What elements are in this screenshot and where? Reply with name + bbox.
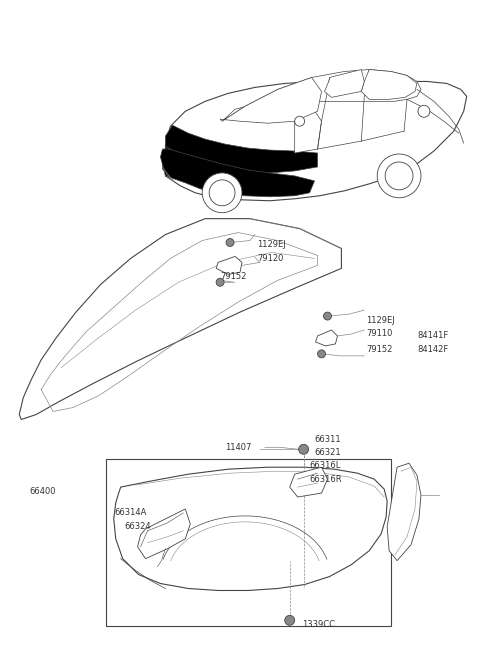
Text: 66400: 66400 bbox=[29, 486, 56, 496]
Circle shape bbox=[209, 180, 235, 206]
Text: 1339CC: 1339CC bbox=[301, 620, 335, 629]
Text: 66311: 66311 bbox=[314, 435, 341, 444]
Polygon shape bbox=[315, 330, 337, 346]
Text: 79152: 79152 bbox=[366, 345, 393, 354]
Polygon shape bbox=[138, 509, 190, 558]
Circle shape bbox=[295, 116, 305, 126]
Text: 79152: 79152 bbox=[220, 272, 247, 280]
Text: 66316L: 66316L bbox=[310, 461, 341, 470]
Circle shape bbox=[324, 312, 332, 320]
Polygon shape bbox=[166, 125, 318, 173]
Circle shape bbox=[299, 444, 309, 454]
Polygon shape bbox=[19, 218, 341, 420]
Polygon shape bbox=[222, 69, 421, 121]
Polygon shape bbox=[290, 467, 327, 497]
Text: 1129EJ: 1129EJ bbox=[366, 315, 395, 325]
Polygon shape bbox=[324, 69, 364, 98]
Bar bbox=[106, 459, 391, 626]
Circle shape bbox=[385, 162, 413, 190]
Text: 66316R: 66316R bbox=[310, 475, 342, 484]
Polygon shape bbox=[166, 81, 467, 201]
Polygon shape bbox=[160, 149, 314, 197]
Polygon shape bbox=[216, 257, 242, 275]
Text: 84142F: 84142F bbox=[417, 345, 448, 354]
Text: 79110: 79110 bbox=[366, 329, 393, 339]
Polygon shape bbox=[114, 467, 387, 591]
Polygon shape bbox=[162, 146, 195, 177]
Text: 11407: 11407 bbox=[225, 443, 252, 452]
Text: 66314A: 66314A bbox=[115, 508, 147, 517]
Text: 66324: 66324 bbox=[125, 522, 151, 531]
Text: 84141F: 84141F bbox=[417, 331, 448, 341]
Circle shape bbox=[318, 350, 325, 358]
Polygon shape bbox=[285, 102, 322, 153]
Text: 79120: 79120 bbox=[257, 254, 283, 263]
Circle shape bbox=[202, 173, 242, 213]
Circle shape bbox=[226, 238, 234, 246]
Polygon shape bbox=[220, 77, 322, 123]
Text: 1129EJ: 1129EJ bbox=[257, 240, 286, 249]
Text: 66321: 66321 bbox=[314, 447, 341, 457]
Circle shape bbox=[418, 106, 430, 117]
Circle shape bbox=[285, 615, 295, 625]
Polygon shape bbox=[387, 463, 421, 560]
Polygon shape bbox=[361, 69, 417, 100]
Circle shape bbox=[216, 279, 224, 286]
Circle shape bbox=[377, 154, 421, 198]
